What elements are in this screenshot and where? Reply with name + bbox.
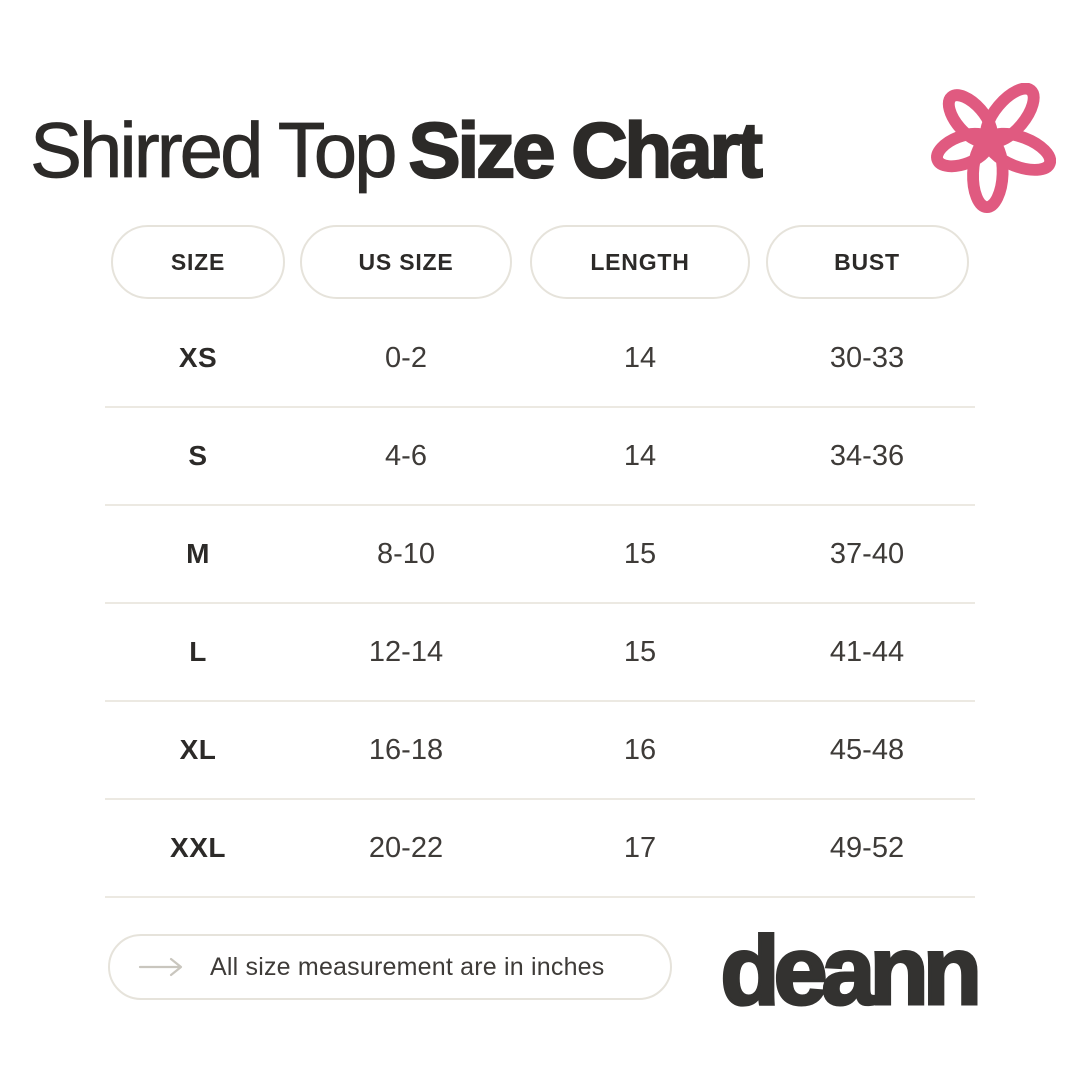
column-header-bust: BUST: [765, 225, 969, 299]
cell-length: 15: [623, 635, 657, 668]
cell-length: 15: [623, 537, 657, 570]
cell-length: 17: [623, 831, 657, 864]
table-row-xl: XL 16-18 16 45-48: [105, 702, 975, 800]
measurement-note-pill: All size measurement are in inches: [108, 934, 672, 1000]
page-title-regular: Shirred Top: [30, 105, 398, 194]
cell-us-size: 12-14: [368, 635, 444, 668]
arrow-right-icon: [138, 957, 183, 977]
page-title-bold: Size Chart: [407, 104, 764, 194]
cell-us-size: 0-2: [385, 341, 427, 374]
size-table: XS 0-2 14 30-33 S 4-6 14 34-36 M 8-10 15…: [105, 310, 975, 898]
cell-bust: 37-40: [829, 537, 905, 570]
cell-size: XXL: [170, 832, 226, 863]
flower-icon: [931, 83, 1056, 214]
cell-length: 14: [623, 341, 657, 374]
cell-size: S: [188, 440, 208, 471]
cell-bust: 45-48: [829, 733, 905, 766]
brand-logo: deann: [719, 916, 984, 1025]
cell-bust: 41-44: [829, 635, 905, 668]
title-row: Shirred Top Size Chart: [30, 82, 1056, 218]
page-title: Shirred Top Size Chart: [30, 104, 764, 196]
table-row-xxl: XXL 20-22 17 49-52: [105, 800, 975, 898]
cell-bust: 34-36: [829, 439, 905, 472]
column-header-length: LENGTH: [530, 225, 750, 299]
cell-us-size: 4-6: [385, 439, 427, 472]
column-header-us-size: US SIZE: [300, 225, 512, 299]
cell-size: XL: [179, 734, 217, 765]
cell-us-size: 16-18: [368, 733, 444, 766]
measurement-note-text: All size measurement are in inches: [210, 952, 605, 981]
column-headers: SIZE US SIZE LENGTH BUST: [105, 225, 975, 299]
cell-bust: 49-52: [829, 831, 905, 864]
cell-us-size: 20-22: [368, 831, 444, 864]
cell-size: XS: [178, 342, 218, 373]
cell-us-size: 8-10: [376, 537, 436, 570]
cell-size: M: [186, 538, 210, 569]
cell-bust: 30-33: [829, 341, 905, 374]
table-row-l: L 12-14 15 41-44: [105, 604, 975, 702]
cell-size: L: [189, 636, 207, 667]
table-row-m: M 8-10 15 37-40: [105, 506, 975, 604]
table-row-s: S 4-6 14 34-36: [105, 408, 975, 506]
column-header-size: SIZE: [111, 225, 285, 299]
cell-length: 16: [623, 733, 657, 766]
cell-length: 14: [623, 439, 657, 472]
table-row-xs: XS 0-2 14 30-33: [105, 310, 975, 408]
